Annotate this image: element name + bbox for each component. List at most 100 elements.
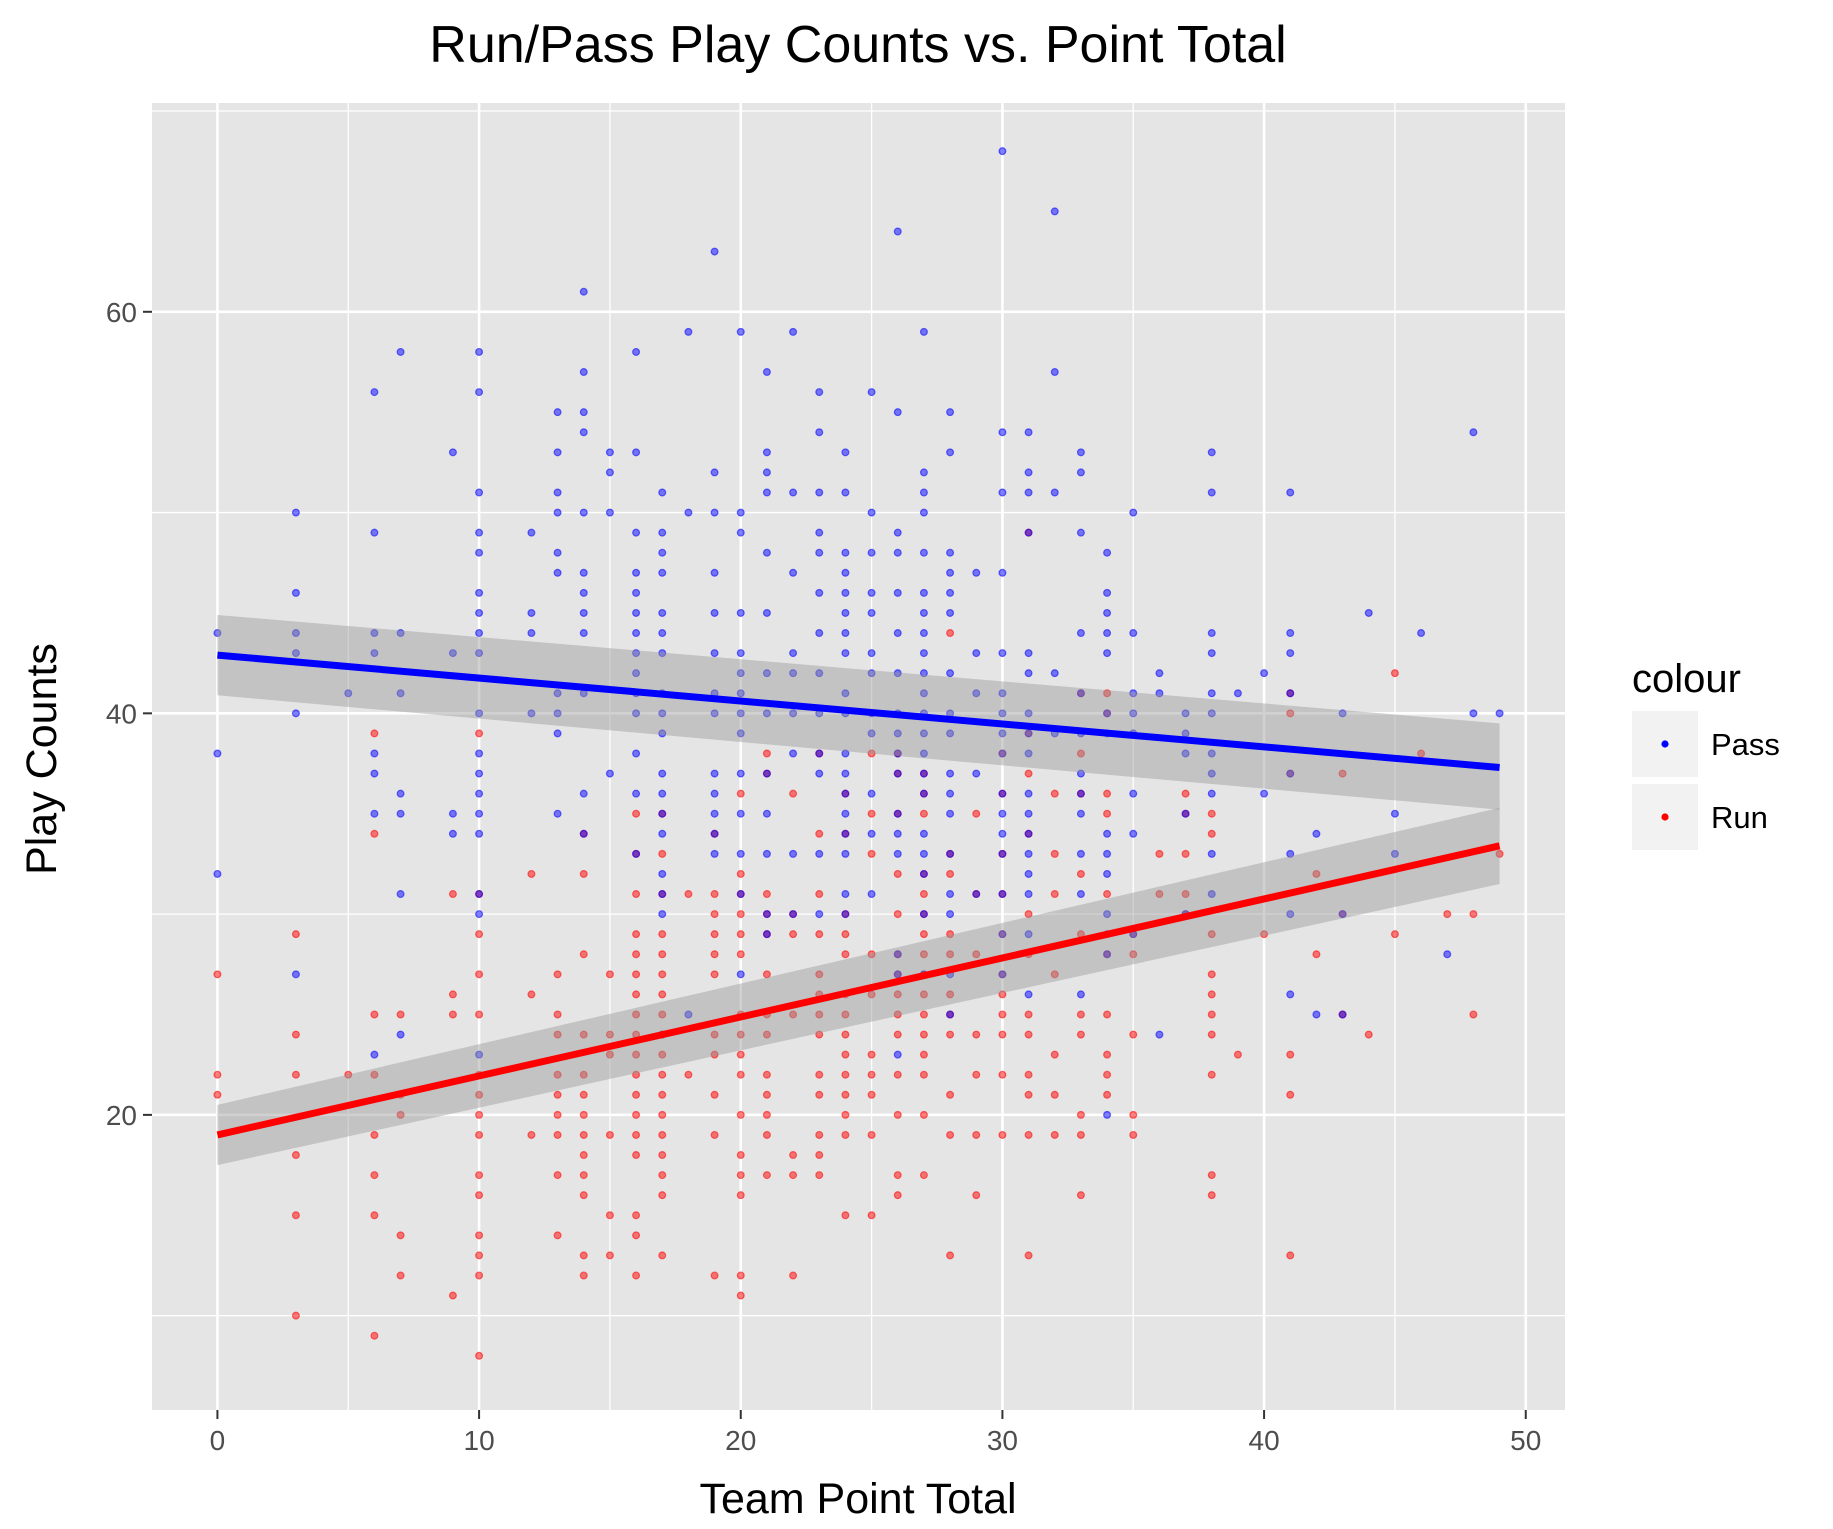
point-run (998, 1030, 1007, 1039)
point-pass (475, 789, 484, 798)
point-run (710, 1030, 719, 1039)
point-pass (475, 769, 484, 778)
point-pass (370, 388, 379, 397)
x-tick-label: 30 (987, 1425, 1018, 1456)
point-pass (867, 388, 876, 397)
point-run (475, 1351, 484, 1360)
point-pass (475, 910, 484, 919)
point-pass (1024, 428, 1033, 437)
point-run (841, 1010, 850, 1019)
point-run (1129, 1130, 1138, 1139)
point-run (1103, 890, 1112, 899)
point-pass (1312, 829, 1321, 838)
legend-label-pass: Pass (1711, 727, 1780, 762)
point-pass (867, 608, 876, 617)
point-pass (632, 347, 641, 356)
point-run (736, 869, 745, 878)
point-pass (736, 709, 745, 718)
point-run (553, 1171, 562, 1180)
point-pass (475, 488, 484, 497)
point-pass (893, 809, 902, 818)
point-pass (1495, 709, 1504, 718)
point-pass (396, 890, 405, 899)
fit-line-pass (217, 651, 1500, 772)
point-pass (710, 468, 719, 477)
point-pass (867, 508, 876, 517)
point-run (815, 1030, 824, 1039)
point-run (815, 1171, 824, 1180)
point-run (736, 1271, 745, 1280)
point-run (579, 1271, 588, 1280)
point-pass (762, 669, 771, 678)
point-pass (998, 890, 1007, 899)
point-pass (998, 970, 1007, 979)
point-run (972, 1030, 981, 1039)
point-pass (1286, 990, 1295, 999)
point-run (396, 1010, 405, 1019)
point-pass (475, 890, 484, 899)
point-pass (841, 749, 850, 758)
point-pass (736, 769, 745, 778)
point-run (815, 1151, 824, 1160)
point-run (736, 1151, 745, 1160)
point-run (841, 1211, 850, 1220)
point-pass (710, 789, 719, 798)
point-pass (893, 950, 902, 959)
point-run (919, 809, 928, 818)
point-pass (919, 689, 928, 698)
point-run (553, 1030, 562, 1039)
point-pass (1207, 629, 1216, 638)
point-pass (998, 709, 1007, 718)
point-pass (736, 508, 745, 517)
point-pass (919, 468, 928, 477)
point-run (789, 1010, 798, 1019)
fit-lines (216, 614, 1501, 1166)
point-run (658, 1151, 667, 1160)
point-run (867, 1050, 876, 1059)
point-pass (919, 588, 928, 597)
point-run (789, 789, 798, 798)
point-run (475, 1130, 484, 1139)
point-run (579, 1130, 588, 1139)
point-pass (1024, 890, 1033, 899)
point-run (1207, 1191, 1216, 1200)
legend: colour Pass Run (1632, 657, 1780, 850)
point-pass (1207, 769, 1216, 778)
point-pass (972, 649, 981, 658)
point-run (632, 809, 641, 818)
point-pass (1103, 829, 1112, 838)
point-pass (1024, 468, 1033, 477)
point-run (1050, 970, 1059, 979)
point-pass (605, 468, 614, 477)
point-pass (789, 649, 798, 658)
point-pass (710, 608, 719, 617)
point-pass (1312, 1010, 1321, 1019)
point-pass (815, 388, 824, 397)
point-pass (475, 608, 484, 617)
point-run (1233, 1050, 1242, 1059)
point-run (946, 1090, 955, 1099)
point-pass (684, 327, 693, 336)
point-run (946, 1130, 955, 1139)
point-run (998, 1010, 1007, 1019)
point-pass (370, 749, 379, 758)
point-pass (736, 669, 745, 678)
point-run (658, 1130, 667, 1139)
point-run (1286, 1251, 1295, 1260)
point-pass (893, 970, 902, 979)
point-run (998, 1130, 1007, 1139)
point-pass (893, 528, 902, 537)
point-pass (396, 1030, 405, 1039)
point-run (867, 749, 876, 758)
point-run (762, 1090, 771, 1099)
point-run (553, 1070, 562, 1079)
point-run (632, 950, 641, 959)
point-pass (736, 608, 745, 617)
point-pass (1207, 749, 1216, 758)
point-pass (867, 669, 876, 678)
point-run (1024, 1010, 1033, 1019)
point-pass (658, 809, 667, 818)
point-run (579, 1191, 588, 1200)
point-pass (370, 649, 379, 658)
plot-panel (152, 103, 1565, 1410)
